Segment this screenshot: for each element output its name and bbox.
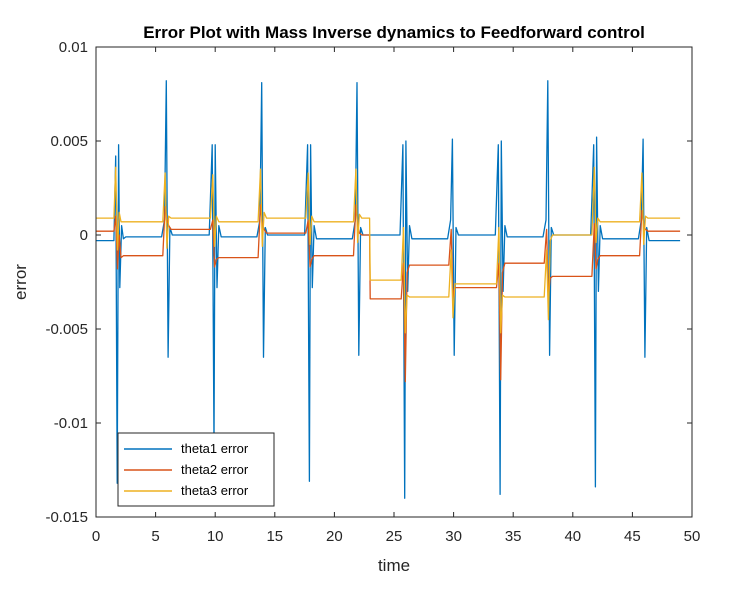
- x-axis: 0 5 10 15 20 25 30 35 40 45 50: [92, 47, 701, 545]
- x-tick-label: 35: [505, 528, 522, 545]
- x-tick-label: 25: [386, 528, 403, 545]
- legend-label-theta3: theta3 error: [181, 483, 249, 498]
- legend-label-theta1: theta1 error: [181, 441, 249, 456]
- y-tick-label: -0.005: [45, 321, 88, 338]
- y-tick-label: -0.015: [45, 509, 88, 526]
- x-tick-label: 50: [684, 528, 701, 545]
- x-tick-label: 20: [326, 528, 343, 545]
- series-layer: [96, 80, 681, 499]
- legend: theta1 error theta2 error theta3 error: [117, 432, 275, 507]
- series-line-theta3: [96, 166, 681, 334]
- legend-label-theta2: theta2 error: [181, 462, 249, 477]
- x-tick-label: 45: [624, 528, 641, 545]
- y-tick-label: 0.01: [59, 39, 88, 56]
- y-tick-label: 0.005: [50, 133, 88, 150]
- x-tick-label: 5: [151, 528, 159, 545]
- y-axis: -0.015 -0.01 -0.005 0 0.005 0.01: [45, 39, 692, 526]
- chart-title: Error Plot with Mass Inverse dynamics to…: [143, 23, 645, 42]
- x-axis-label: time: [378, 556, 410, 575]
- x-tick-label: 40: [564, 528, 581, 545]
- x-tick-label: 10: [207, 528, 224, 545]
- x-tick-label: 30: [445, 528, 462, 545]
- y-tick-label: 0: [80, 227, 88, 244]
- y-axis-label: error: [11, 264, 30, 300]
- x-tick-label: 15: [266, 528, 283, 545]
- y-tick-label: -0.01: [54, 415, 88, 432]
- x-tick-label: 0: [92, 528, 100, 545]
